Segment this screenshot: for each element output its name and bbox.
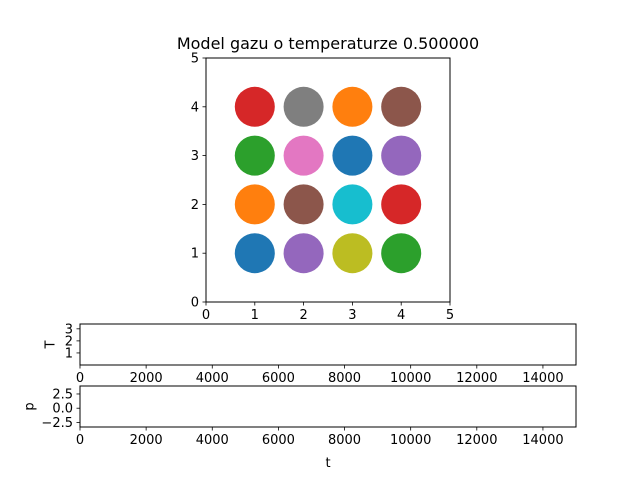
x-tick-label: 0 bbox=[76, 371, 84, 386]
y-tick-label: 4 bbox=[191, 100, 199, 115]
pressure-plot-x-label: t bbox=[325, 456, 330, 471]
x-tick-label: 3 bbox=[348, 308, 356, 323]
particle-15 bbox=[381, 233, 422, 274]
particle-11 bbox=[381, 184, 422, 225]
x-tick-label: 0 bbox=[202, 308, 210, 323]
y-tick-label: 1 bbox=[191, 247, 199, 262]
x-tick-label: 2 bbox=[299, 308, 307, 323]
particle-2 bbox=[332, 86, 373, 127]
particle-plot: Model gazu o temperaturze 0.500000 0 1 2 3 4… bbox=[177, 34, 479, 323]
x-tick-label: 10000 bbox=[390, 433, 431, 448]
particle-plot-y-ticks: 0 1 2 3 4 5 bbox=[191, 52, 206, 311]
y-tick-label: 3 bbox=[191, 149, 199, 164]
x-tick-label: 14000 bbox=[522, 433, 563, 448]
x-tick-label: 6000 bbox=[262, 371, 295, 386]
x-tick-label: 0 bbox=[76, 433, 84, 448]
y-tick-label: 2.5 bbox=[52, 387, 73, 402]
particle-14 bbox=[332, 233, 373, 274]
x-tick-label: 4 bbox=[397, 308, 405, 323]
pressure-plot: 0 2000 4000 6000 8000 10000 12000 14000 −2.50.0… bbox=[23, 385, 577, 471]
temperature-plot-y-ticks: 123 bbox=[65, 322, 80, 361]
particle-0 bbox=[234, 86, 275, 127]
x-tick-label: 12000 bbox=[456, 371, 497, 386]
pressure-plot-x-ticks: 0 2000 4000 6000 8000 10000 12000 14000 bbox=[76, 427, 564, 448]
particle-5 bbox=[283, 135, 324, 176]
y-tick-label: 2 bbox=[65, 334, 73, 349]
particle-1 bbox=[283, 86, 324, 127]
x-tick-label: 12000 bbox=[456, 433, 497, 448]
particle-plot-frame bbox=[205, 57, 451, 303]
particle-4 bbox=[234, 135, 275, 176]
x-tick-label: 14000 bbox=[522, 371, 563, 386]
x-tick-label: 2000 bbox=[130, 371, 163, 386]
y-tick-label: 0 bbox=[191, 296, 199, 311]
temperature-plot-y-label: T bbox=[44, 340, 59, 349]
particle-6 bbox=[332, 135, 373, 176]
x-tick-label: 4000 bbox=[196, 371, 229, 386]
y-tick-label: 5 bbox=[191, 52, 199, 67]
particle-9 bbox=[283, 184, 324, 225]
x-tick-label: 1 bbox=[251, 308, 259, 323]
y-tick-label: 2 bbox=[191, 198, 199, 213]
particle-10 bbox=[332, 184, 373, 225]
particle-plot-x-ticks: 0 1 2 3 4 5 bbox=[202, 302, 454, 323]
y-tick-label: −2.5 bbox=[41, 416, 73, 431]
y-tick-label: 0.0 bbox=[52, 402, 73, 417]
x-tick-label: 8000 bbox=[328, 433, 361, 448]
particle-13 bbox=[283, 233, 324, 274]
pressure-plot-y-ticks: −2.50.02.5 bbox=[41, 387, 80, 431]
x-tick-label: 10000 bbox=[390, 371, 431, 386]
y-tick-label: 3 bbox=[65, 322, 73, 337]
temperature-plot-x-ticks: 0 2000 4000 6000 8000 10000 12000 14000 bbox=[76, 365, 564, 386]
x-tick-label: 5 bbox=[446, 308, 454, 323]
x-tick-label: 8000 bbox=[328, 371, 361, 386]
particle-plot-title: Model gazu o temperaturze 0.500000 bbox=[177, 34, 479, 53]
x-tick-label: 2000 bbox=[130, 433, 163, 448]
particle-3 bbox=[381, 86, 422, 127]
particle-7 bbox=[381, 135, 422, 176]
temperature-plot: 0 2000 4000 6000 8000 10000 12000 14000 123 T bbox=[44, 322, 577, 386]
particle-marks bbox=[234, 86, 422, 274]
particle-12 bbox=[234, 233, 275, 274]
pressure-plot-y-label: p bbox=[23, 402, 38, 410]
particle-8 bbox=[234, 184, 275, 225]
temperature-plot-frame bbox=[79, 323, 577, 366]
y-tick-label: 1 bbox=[65, 346, 73, 361]
pressure-plot-frame bbox=[79, 385, 577, 428]
x-tick-label: 6000 bbox=[262, 433, 295, 448]
x-tick-label: 4000 bbox=[196, 433, 229, 448]
